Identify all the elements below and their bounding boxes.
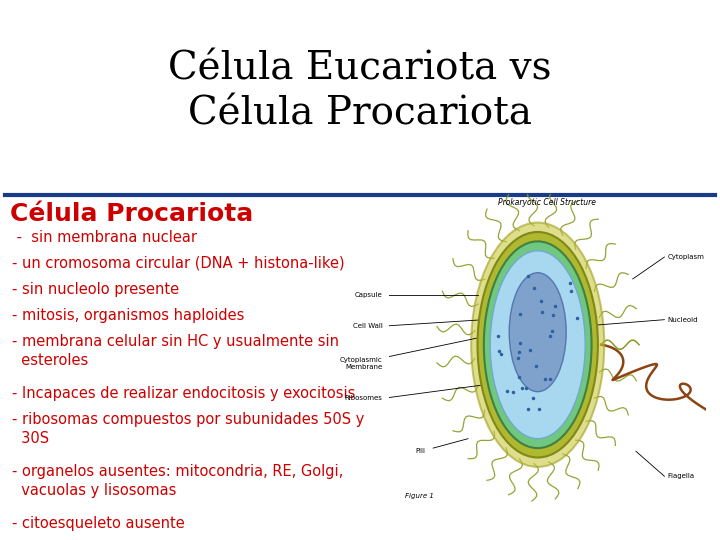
Text: -  sin membrana nuclear: - sin membrana nuclear bbox=[12, 230, 197, 245]
Text: Pili: Pili bbox=[415, 448, 426, 454]
Text: Figure 1: Figure 1 bbox=[405, 493, 433, 499]
Ellipse shape bbox=[490, 251, 585, 438]
Text: - ribosomas compuestos por subunidades 50S y
  30S: - ribosomas compuestos por subunidades 5… bbox=[12, 412, 364, 446]
Text: - un cromosoma circular (DNA + histona-like): - un cromosoma circular (DNA + histona-l… bbox=[12, 256, 345, 271]
Text: Nucleoid: Nucleoid bbox=[667, 316, 698, 323]
Text: Cell Wall: Cell Wall bbox=[353, 323, 382, 329]
Text: Célula Eucariota vs
Célula Procariota: Célula Eucariota vs Célula Procariota bbox=[168, 50, 552, 133]
Text: Ribosomes: Ribosomes bbox=[345, 395, 382, 401]
Text: - membrana celular sin HC y usualmente sin
  esteroles: - membrana celular sin HC y usualmente s… bbox=[12, 334, 339, 368]
Text: Capsule: Capsule bbox=[355, 292, 382, 298]
Ellipse shape bbox=[471, 222, 604, 467]
Text: - organelos ausentes: mitocondria, RE, Golgi,
  vacuolas y lisosomas: - organelos ausentes: mitocondria, RE, G… bbox=[12, 464, 343, 498]
Text: Cytoplasmic
Membrane: Cytoplasmic Membrane bbox=[340, 357, 382, 370]
Ellipse shape bbox=[477, 232, 598, 457]
Text: Célula Procariota: Célula Procariota bbox=[10, 202, 253, 226]
Ellipse shape bbox=[509, 273, 566, 392]
Text: - Incapaces de realizar endocitosis y exocitosis: - Incapaces de realizar endocitosis y ex… bbox=[12, 386, 356, 401]
Text: Prokaryotic Cell Structure: Prokaryotic Cell Structure bbox=[498, 198, 596, 206]
Text: Flagella: Flagella bbox=[667, 473, 695, 480]
Text: - citoesqueleto ausente: - citoesqueleto ausente bbox=[12, 516, 185, 531]
Ellipse shape bbox=[484, 241, 592, 448]
Text: - sin nucleolo presente: - sin nucleolo presente bbox=[12, 282, 179, 297]
Text: - mitosis, organismos haploides: - mitosis, organismos haploides bbox=[12, 308, 244, 323]
Text: Cytoplasm: Cytoplasm bbox=[667, 254, 704, 260]
